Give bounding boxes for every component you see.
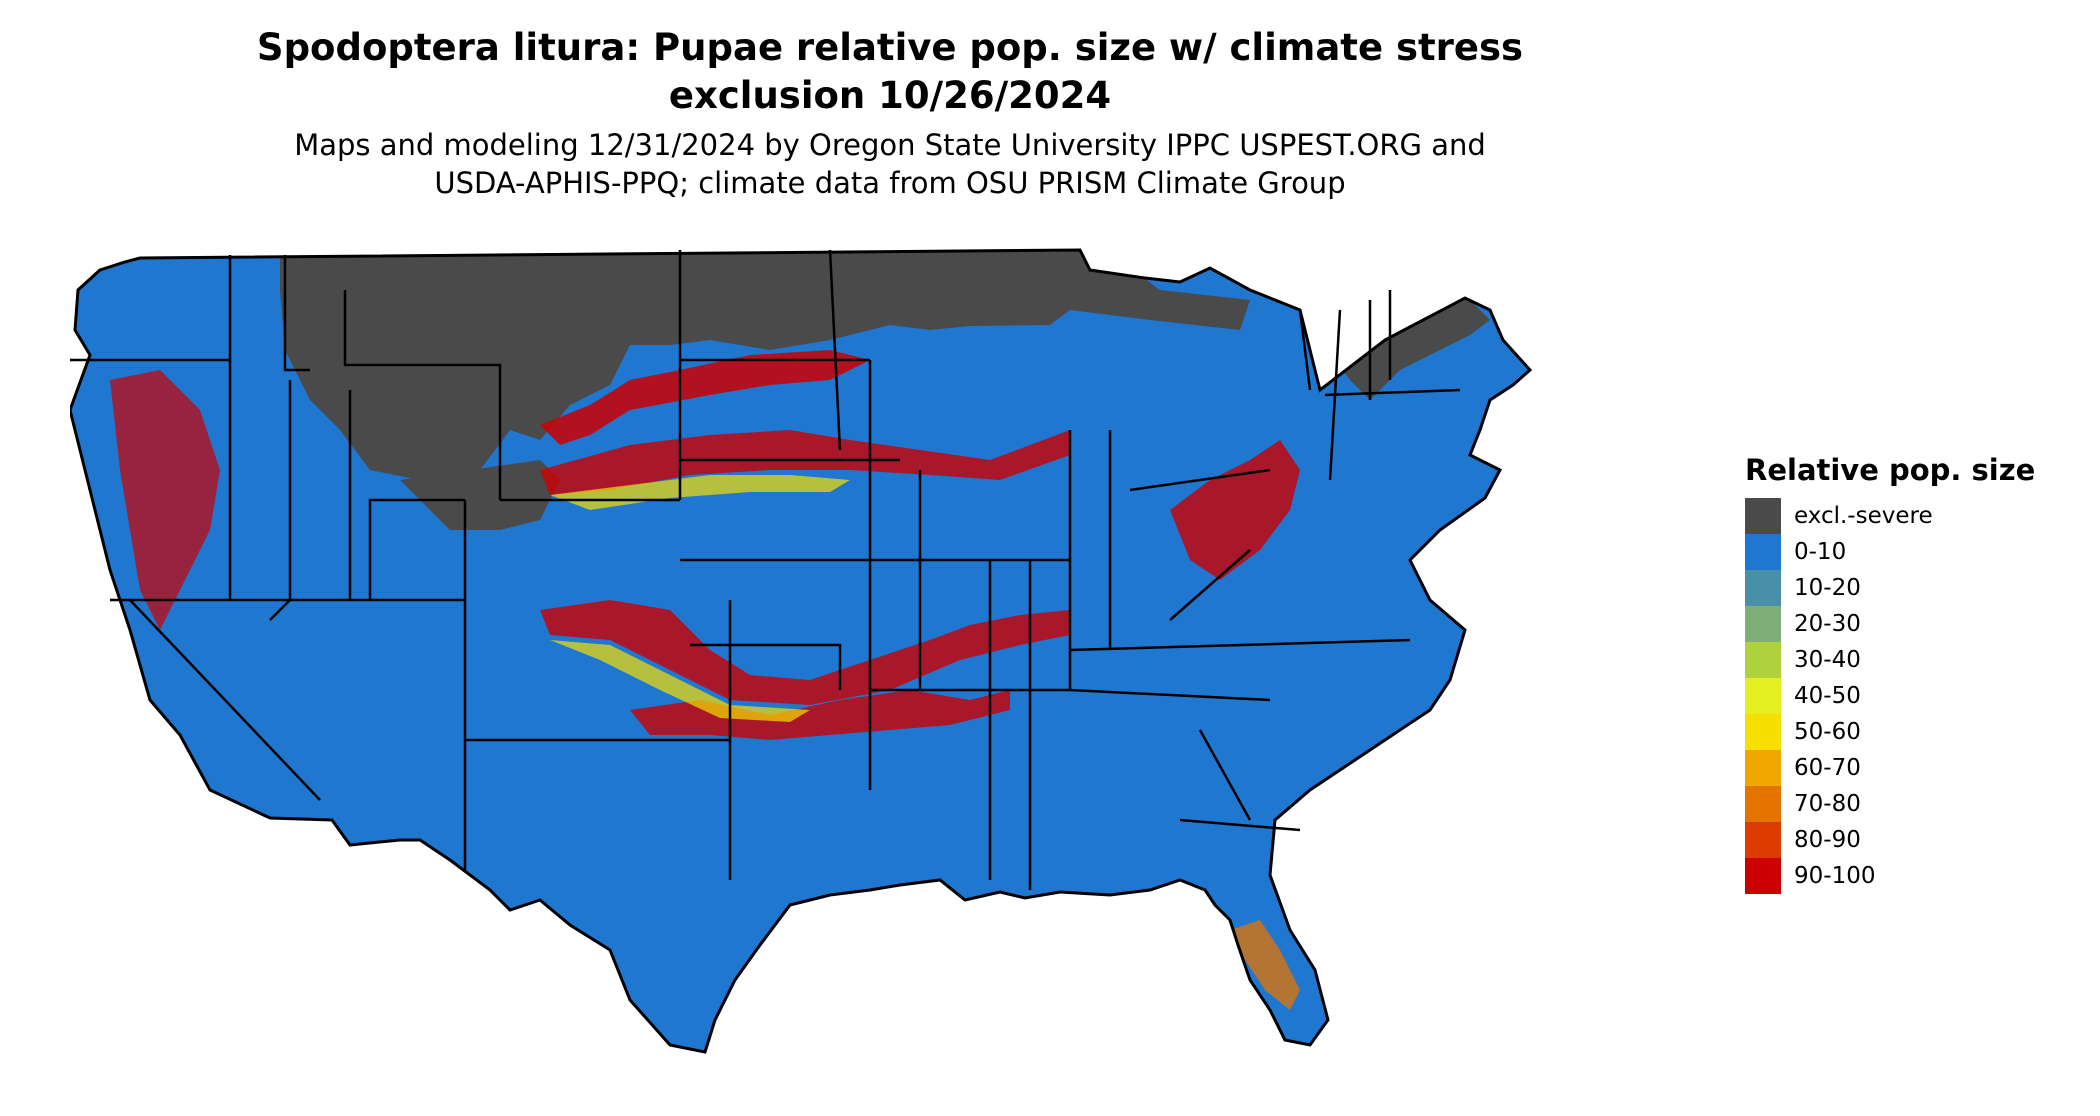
us-outline [70, 248, 1533, 1054]
legend-item: 30-40 [1745, 642, 2085, 678]
legend-label: 30-40 [1794, 647, 1861, 673]
mid-band-orange-florida [1230, 920, 1300, 1010]
state-border [1198, 729, 1252, 821]
map-title-line-2: exclusion 10/26/2024 [668, 74, 1112, 117]
legend-item: 10-20 [1745, 570, 2085, 606]
state-border [269, 380, 292, 621]
state-border [283, 255, 310, 372]
legend-swatch [1745, 714, 1781, 750]
legend-label: 40-50 [1794, 683, 1861, 709]
legend-item: 90-100 [1745, 858, 2085, 894]
map-subtitle-line-2: USDA-APHIS-PPQ; climate data from OSU PR… [434, 166, 1346, 200]
legend-label: excl.-severe [1794, 503, 1933, 529]
legend-swatch [1745, 822, 1781, 858]
legend-item: 50-60 [1745, 714, 2085, 750]
high-band-gulf [630, 690, 1010, 740]
legend-swatch [1745, 678, 1781, 714]
high-band-east [1170, 440, 1300, 580]
legend-item: 0-10 [1745, 534, 2085, 570]
excluded-zone-southwest [400, 460, 560, 530]
legend-item: 80-90 [1745, 822, 2085, 858]
legend-label: 80-90 [1794, 827, 1861, 853]
state-border [368, 498, 465, 600]
legend-swatch [1745, 534, 1781, 570]
map-subtitle-line-1: Maps and modeling 12/31/2024 by Oregon S… [294, 128, 1486, 162]
legend-swatch [1745, 858, 1781, 894]
legend-label: 70-80 [1794, 791, 1861, 817]
legend: Relative pop. size excl.-severe 0-10 10-20… [1745, 452, 2085, 894]
map-subtitle: Maps and modeling 12/31/2024 by Oregon S… [160, 126, 1620, 202]
legend-swatch [1745, 498, 1781, 534]
legend-label: 60-70 [1794, 755, 1861, 781]
legend-title: Relative pop. size [1745, 453, 2036, 487]
state-border [1298, 309, 1312, 391]
legend-swatch [1745, 606, 1781, 642]
map-title-line-1: Spodoptera litura: Pupae relative pop. s… [256, 26, 1524, 69]
map-title: Spodoptera litura: Pupae relative pop. s… [160, 24, 1620, 120]
mid-band-yellow-south [550, 640, 810, 722]
legend-items: excl.-severe 0-10 10-20 20-30 30-40 40-50 50-6… [1745, 498, 2085, 894]
legend-item: 70-80 [1745, 786, 2085, 822]
legend-item: 60-70 [1745, 750, 2085, 786]
state-border [828, 249, 842, 451]
legend-swatch [1745, 786, 1781, 822]
legend-swatch [1745, 642, 1781, 678]
legend-label: 90-100 [1794, 863, 1876, 889]
legend-item: excl.-severe [1745, 498, 2085, 534]
state-border [343, 290, 502, 500]
state-border [1129, 468, 1271, 492]
state-border [110, 598, 321, 801]
legend-label: 0-10 [1794, 539, 1847, 565]
us-map [70, 248, 1533, 1054]
state-border [1324, 388, 1461, 397]
high-band-central [540, 430, 1070, 495]
legend-swatch [1745, 750, 1781, 786]
state-borders [70, 249, 1461, 890]
legend-item: 40-50 [1745, 678, 2085, 714]
legend-label: 50-60 [1794, 719, 1861, 745]
legend-swatch [1745, 570, 1781, 606]
excluded-zone-northern-plains [280, 250, 1250, 530]
state-border [690, 643, 842, 690]
state-border [1169, 549, 1251, 621]
legend-label: 20-30 [1794, 611, 1861, 637]
state-border [1179, 818, 1301, 832]
state-border [1069, 688, 1271, 702]
high-band-west [110, 370, 220, 630]
map-fill-layer [70, 250, 1530, 1052]
high-band-south [540, 600, 1070, 705]
high-band-plains [540, 350, 870, 445]
legend-label: 10-20 [1794, 575, 1861, 601]
state-border [1069, 638, 1411, 652]
legend-item: 20-30 [1745, 606, 2085, 642]
